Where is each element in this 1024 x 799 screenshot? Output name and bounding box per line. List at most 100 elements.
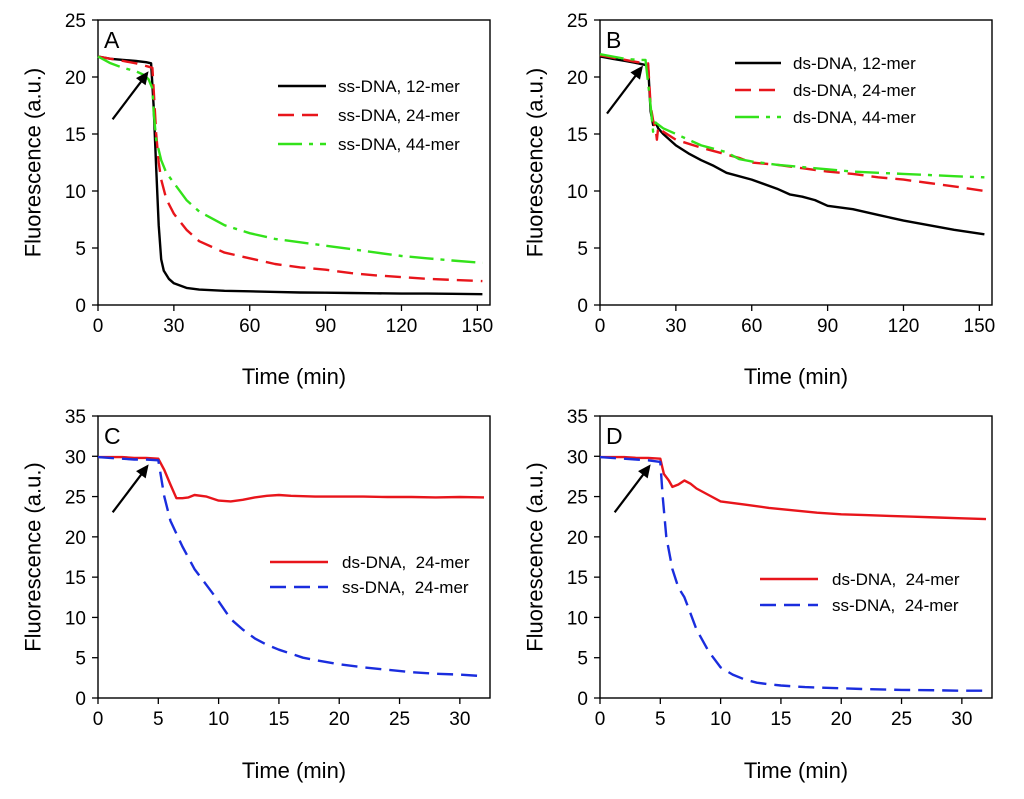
arrow-icon (111, 71, 149, 120)
x-tick-label: 90 (817, 316, 838, 337)
legend-label-3: ss-DNA, 44-mer (338, 135, 460, 154)
x-tick-label: 0 (93, 709, 104, 730)
x-tick-label: 20 (831, 709, 852, 730)
legend-label-1: ss-DNA, 12-mer (338, 77, 460, 96)
plot-frame (97, 19, 491, 306)
legend: ss-DNA, 12-mer ss-DNA, 24-mer ss-DNA, 44-m… (278, 77, 460, 154)
series-line-1 (599, 55, 985, 236)
plot-frame (97, 415, 491, 699)
y-tick-label: 0 (577, 689, 588, 710)
arrow-shaft (613, 470, 647, 514)
x-tick-label: 30 (951, 709, 972, 730)
series-line-1 (600, 455, 987, 521)
x-tick-label: 30 (665, 316, 686, 337)
x-axis-title: Time (min) (744, 758, 848, 783)
y-tick-label: 35 (567, 407, 588, 428)
x-tick-label: 90 (315, 316, 336, 337)
x-tick-label: 150 (462, 316, 494, 337)
y-tick-label: 10 (65, 182, 86, 203)
x-axis-title: Time (min) (242, 758, 346, 783)
legend-label-2: ss-DNA, 24-mer (338, 106, 460, 125)
panel-label: C (104, 423, 121, 449)
x-tick-label: 30 (449, 709, 470, 730)
y-tick-label: 35 (65, 407, 86, 428)
arrow-head (135, 71, 149, 86)
y-tick-label: 20 (567, 528, 588, 549)
x-axis-title: Time (min) (744, 364, 848, 389)
series-line-2 (599, 455, 986, 692)
x-tick-label: 60 (239, 316, 260, 337)
y-tick-label: 5 (75, 649, 86, 670)
legend-label-1: ds-DNA, 24-mer (342, 553, 470, 572)
arrow-shaft (111, 470, 145, 514)
x-tick-label: 25 (389, 709, 410, 730)
legend-label-1: ds-DNA, 12-mer (793, 54, 916, 73)
arrow-shaft (606, 71, 639, 115)
legend: ds-DNA, 24-mer ss-DNA, 24-mer (760, 570, 960, 615)
y-tick-label: 10 (567, 608, 588, 629)
arrow-icon (613, 464, 651, 514)
y-tick-label: 20 (65, 68, 86, 89)
y-tick-label: 0 (75, 296, 86, 317)
y-tick-label: 0 (75, 689, 86, 710)
legend-label-3: ds-DNA, 44-mer (793, 108, 916, 127)
legend: ds-DNA, 24-mer ss-DNA, 24-mer (270, 553, 470, 597)
y-axis-title: Fluorescence (a.u.) (21, 68, 46, 258)
legend-label-1: ds-DNA, 24-mer (832, 570, 960, 589)
x-tick-label: 15 (268, 709, 289, 730)
plot-frame (599, 19, 993, 306)
x-tick-label: 15 (770, 709, 791, 730)
y-axis-title: Fluorescence (a.u.) (523, 68, 548, 258)
series-line-1 (97, 55, 483, 296)
y-tick-label: 5 (577, 239, 588, 260)
y-tick-label: 20 (65, 528, 86, 549)
y-tick-label: 25 (567, 11, 588, 32)
x-tick-label: 0 (595, 709, 606, 730)
arrow-head (638, 464, 651, 479)
x-tick-label: 120 (386, 316, 418, 337)
x-tick-label: 20 (329, 709, 350, 730)
y-tick-label: 10 (65, 608, 86, 629)
y-tick-label: 0 (577, 296, 588, 317)
y-tick-label: 5 (75, 239, 86, 260)
series-line-3 (599, 53, 985, 179)
x-tick-label: 150 (964, 316, 996, 337)
panel-d: 0 5 10 15 20 25 30 0 5 10 15 20 25 30 35 Time (min) Fluo… (523, 407, 993, 783)
x-axis-title: Time (min) (242, 364, 346, 389)
y-axis-title: Fluorescence (a.u.) (21, 462, 46, 652)
series-line-1 (98, 455, 485, 503)
y-tick-label: 25 (65, 11, 86, 32)
y-tick-label: 25 (65, 488, 86, 509)
y-axis-title: Fluorescence (a.u.) (523, 462, 548, 652)
series-line-2 (97, 455, 485, 678)
panel-label: A (104, 27, 120, 53)
y-tick-label: 25 (567, 488, 588, 509)
y-tick-label: 15 (65, 568, 86, 589)
panel-b: 0 30 60 90 120 150 0 5 10 15 20 25 Time (min) Fluores… (523, 11, 996, 389)
x-tick-label: 5 (655, 709, 666, 730)
arrow-head (630, 65, 643, 80)
plot-frame (599, 415, 993, 699)
x-tick-label: 5 (153, 709, 164, 730)
y-tick-label: 15 (567, 125, 588, 146)
arrow-icon (111, 464, 149, 514)
x-tick-label: 10 (710, 709, 731, 730)
series-line-2 (599, 54, 985, 193)
x-tick-label: 10 (208, 709, 229, 730)
panel-label: B (606, 27, 621, 53)
y-tick-label: 15 (567, 568, 588, 589)
x-tick-label: 30 (163, 316, 184, 337)
arrow-head (136, 464, 149, 479)
y-tick-label: 30 (567, 447, 588, 468)
series-line-2 (97, 55, 483, 283)
legend-label-2: ss-DNA, 24-mer (342, 578, 469, 597)
x-tick-label: 60 (741, 316, 762, 337)
x-tick-label: 0 (595, 316, 606, 337)
y-tick-label: 15 (65, 125, 86, 146)
x-tick-label: 120 (888, 316, 920, 337)
panel-a: 0 30 60 90 120 150 0 5 10 15 20 25 Time (min) Fluores… (21, 11, 494, 389)
x-tick-label: 25 (891, 709, 912, 730)
panel-label: D (606, 423, 623, 449)
y-tick-label: 10 (567, 182, 588, 203)
